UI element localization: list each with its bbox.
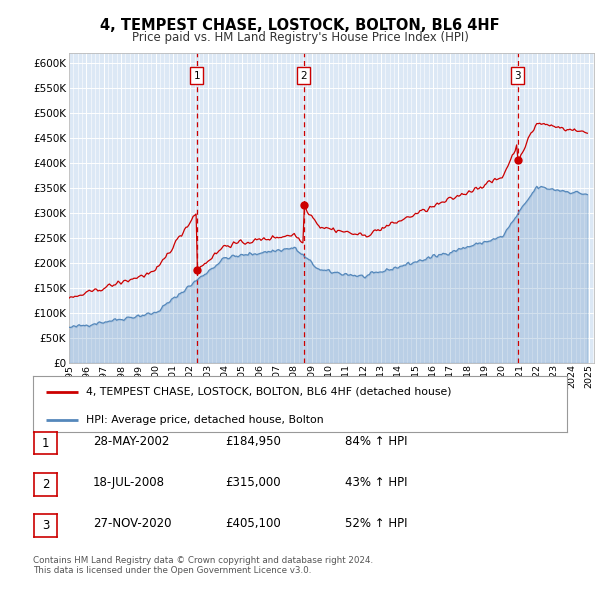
- Text: 2: 2: [42, 478, 49, 491]
- Text: 2: 2: [300, 71, 307, 81]
- Text: 1: 1: [194, 71, 200, 81]
- Text: 84% ↑ HPI: 84% ↑ HPI: [345, 435, 407, 448]
- Text: £315,000: £315,000: [225, 476, 281, 489]
- Text: 3: 3: [514, 71, 521, 81]
- Text: Price paid vs. HM Land Registry's House Price Index (HPI): Price paid vs. HM Land Registry's House …: [131, 31, 469, 44]
- Text: 43% ↑ HPI: 43% ↑ HPI: [345, 476, 407, 489]
- Text: Contains HM Land Registry data © Crown copyright and database right 2024.
This d: Contains HM Land Registry data © Crown c…: [33, 556, 373, 575]
- Text: 4, TEMPEST CHASE, LOSTOCK, BOLTON, BL6 4HF: 4, TEMPEST CHASE, LOSTOCK, BOLTON, BL6 4…: [100, 18, 500, 32]
- Text: 3: 3: [42, 519, 49, 532]
- Text: £405,100: £405,100: [225, 517, 281, 530]
- Text: 27-NOV-2020: 27-NOV-2020: [93, 517, 172, 530]
- Text: 1: 1: [42, 437, 49, 450]
- Text: 28-MAY-2002: 28-MAY-2002: [93, 435, 169, 448]
- Text: 18-JUL-2008: 18-JUL-2008: [93, 476, 165, 489]
- Text: 4, TEMPEST CHASE, LOSTOCK, BOLTON, BL6 4HF (detached house): 4, TEMPEST CHASE, LOSTOCK, BOLTON, BL6 4…: [86, 386, 452, 396]
- Text: HPI: Average price, detached house, Bolton: HPI: Average price, detached house, Bolt…: [86, 415, 324, 425]
- Text: £184,950: £184,950: [225, 435, 281, 448]
- Text: 52% ↑ HPI: 52% ↑ HPI: [345, 517, 407, 530]
